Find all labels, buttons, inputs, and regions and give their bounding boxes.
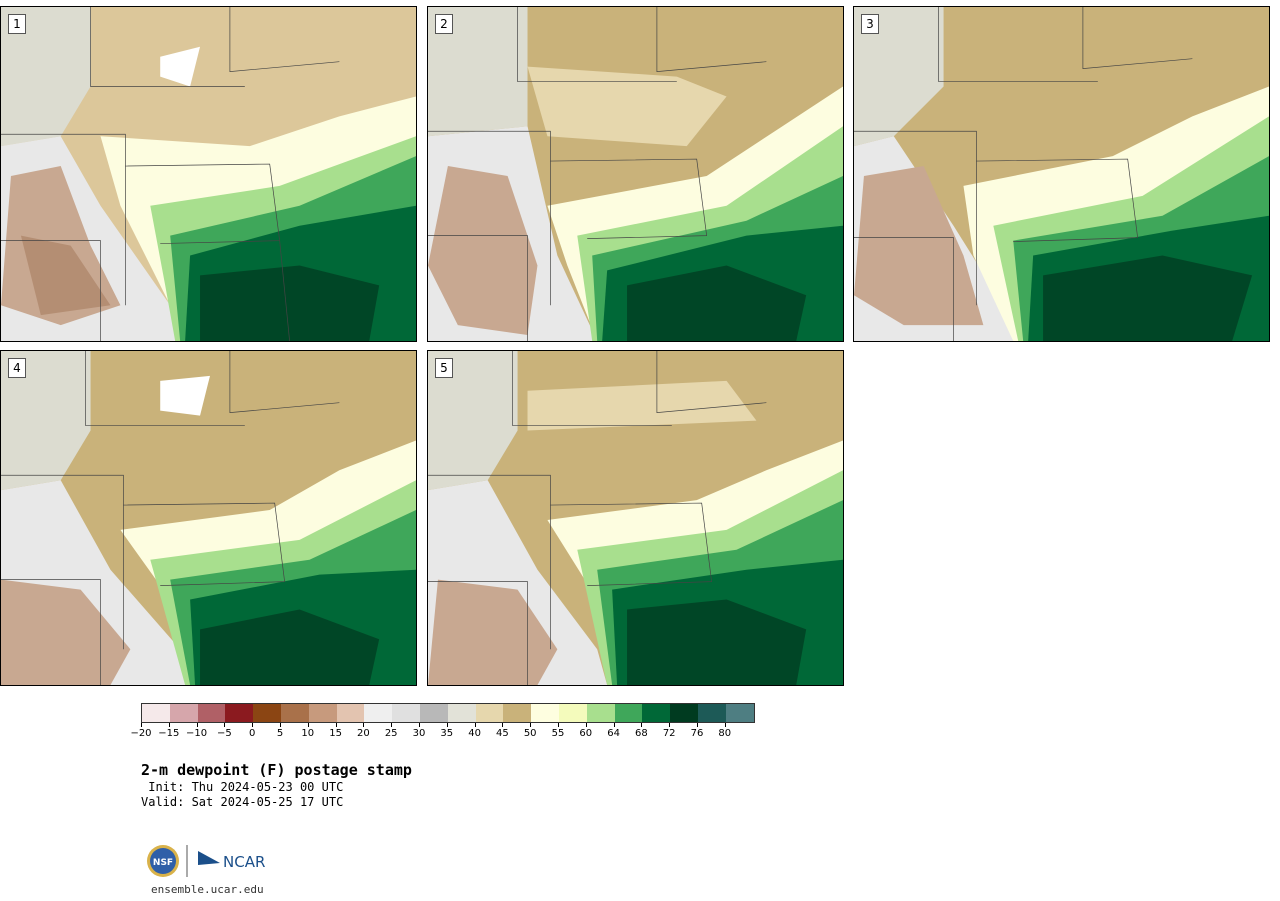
- colorbar-swatch-4: [253, 704, 281, 722]
- colorbar-tick: [502, 723, 504, 727]
- colorbar-tick-label: −15: [158, 728, 180, 739]
- colorbar-swatch-21: [725, 704, 754, 722]
- colorbar-tick-label: 40: [468, 728, 481, 739]
- colorbar-tick-label: 64: [607, 728, 620, 739]
- colorbar-tick: [641, 723, 643, 727]
- colorbar-tick: [280, 723, 281, 727]
- dewpoint-map-3: [854, 7, 1269, 341]
- colorbar-swatch-7: [336, 704, 365, 722]
- colorbar-tick-label: 80: [718, 728, 732, 739]
- colorbar-tick-label: 30: [412, 728, 426, 739]
- panel-number-label: 3: [861, 14, 879, 34]
- colorbar-swatch-19: [670, 704, 698, 722]
- dewpoint-map-4: [1, 351, 416, 685]
- colorbar-tick: [363, 723, 365, 727]
- colorbar-tick: [697, 723, 698, 727]
- colorbar-tick: [558, 723, 559, 727]
- colorbar-tick-label: 45: [496, 728, 509, 739]
- colorbar-tick-label: −20: [130, 728, 152, 739]
- stamp-panel-5: 5: [427, 350, 844, 686]
- colorbar-tick-labels: −20 −15 −10 −5 0 5 10 15 20 25 30 35 40 45 50 55 60 64 68 7…: [130, 723, 755, 743]
- colorbar-swatch-14: [531, 704, 559, 722]
- init-time: Init: Thu 2024-05-23 00 UTC: [141, 780, 344, 794]
- colorbar-swatch-0: [142, 704, 170, 722]
- colorbar-tick: [196, 723, 198, 727]
- colorbar-tick: [224, 723, 226, 727]
- colorbar-swatch-3: [225, 704, 254, 722]
- ncar-logo-text: NCAR: [223, 853, 265, 871]
- site-url: ensemble.ucar.edu: [151, 883, 264, 896]
- colorbar-tick-label: 5: [276, 728, 284, 739]
- colorbar-tick-label: 35: [440, 728, 454, 739]
- colorbar-swatch-1: [169, 704, 198, 722]
- colorbar-tick: [391, 723, 393, 727]
- colorbar-tick-label: 72: [662, 728, 676, 739]
- colorbar-swatch-11: [447, 704, 476, 722]
- dewpoint-map-2: [428, 7, 843, 341]
- colorbar-tick-label: 10: [301, 728, 315, 739]
- colorbar-swatch-20: [697, 704, 726, 722]
- stamp-panel-1: 1: [0, 6, 417, 342]
- colorbar-tick-label: 25: [384, 728, 398, 739]
- nsf-logo-text: NSF: [153, 858, 173, 868]
- colorbar-swatch-5: [280, 704, 309, 722]
- colorbar-tick: [669, 723, 671, 727]
- colorbar-tick-label: 15: [329, 728, 342, 739]
- panel-number-label: 4: [8, 358, 26, 378]
- panel-number-label: 1: [8, 14, 26, 34]
- colorbar-tick: [252, 723, 254, 727]
- dewpoint-colorbar: [141, 703, 755, 723]
- colorbar-tick: [474, 723, 476, 727]
- colorbar-tick: [307, 723, 309, 727]
- colorbar-tick: [141, 723, 142, 727]
- dewpoint-map-5: [428, 351, 843, 685]
- panel-number-label: 2: [435, 14, 453, 34]
- colorbar-swatch-16: [586, 704, 615, 722]
- colorbar-tick: [724, 723, 726, 727]
- colorbar-tick-label: −10: [186, 728, 208, 739]
- dewpoint-map-1: [1, 7, 416, 341]
- colorbar-tick-label: 50: [523, 728, 537, 739]
- colorbar-tick-label: 76: [690, 728, 704, 739]
- colorbar-swatch-13: [503, 704, 532, 722]
- colorbar-tick-label: −5: [217, 728, 232, 739]
- colorbar-swatch-2: [197, 704, 226, 722]
- colorbar-tick-label: 0: [249, 728, 256, 739]
- colorbar-swatch-18: [642, 704, 671, 722]
- colorbar-swatch-15: [558, 704, 587, 722]
- colorbar-tick: [168, 723, 170, 727]
- colorbar-tick: [446, 723, 448, 727]
- colorbar-tick: [613, 723, 615, 727]
- panel-number-label: 5: [435, 358, 453, 378]
- colorbar-swatch-6: [308, 704, 337, 722]
- colorbar-tick-label: 20: [357, 728, 370, 739]
- stamp-panel-2: 2: [427, 6, 844, 342]
- stamp-panel-3: 3: [853, 6, 1270, 342]
- valid-time: Valid: Sat 2024-05-25 17 UTC: [141, 795, 344, 809]
- colorbar-tick: [585, 723, 587, 727]
- colorbar-tick-label: 68: [635, 728, 648, 739]
- colorbar-swatch-9: [392, 704, 420, 722]
- colorbar-tick: [530, 723, 532, 727]
- colorbar-tick-label: 55: [551, 728, 565, 739]
- colorbar-tick-label: 60: [579, 728, 593, 739]
- plot-title: 2-m dewpoint (F) postage stamp: [141, 761, 412, 779]
- colorbar-tick: [419, 723, 420, 727]
- nsf-ncar-logo: NSF NCAR: [147, 845, 265, 877]
- colorbar-swatch-17: [614, 704, 643, 722]
- colorbar-swatch-12: [475, 704, 504, 722]
- colorbar-swatch-8: [364, 704, 393, 722]
- colorbar-swatch-10: [419, 704, 448, 722]
- colorbar-tick: [335, 723, 337, 727]
- stamp-panel-4: 4: [0, 350, 417, 686]
